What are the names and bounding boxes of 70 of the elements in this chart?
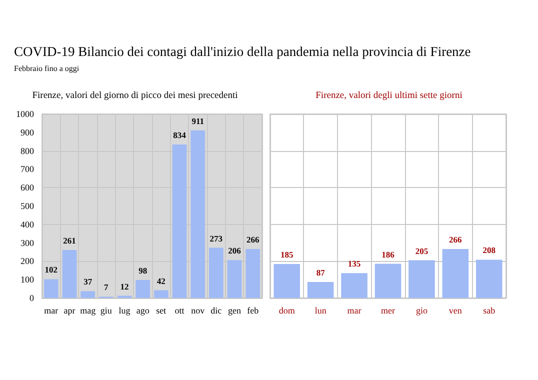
data-label: 98 (138, 265, 148, 276)
data-label: 273 (210, 233, 223, 244)
chart-title: COVID-19 Bilancio dei contagi dall'inizio della pandemia nella provincia di Firenze (14, 44, 471, 60)
x-tick-label: mar (44, 306, 58, 316)
x-tick-label: ott (174, 306, 185, 316)
x-tick-label: feb (247, 306, 260, 316)
bar (408, 260, 435, 298)
x-tick-label: set (156, 306, 167, 316)
bar (246, 249, 260, 298)
data-label: 37 (84, 276, 93, 287)
bar (227, 260, 242, 298)
y-tick-label: 400 (20, 219, 34, 230)
x-tick-label: ago (136, 306, 150, 316)
bar (374, 264, 402, 298)
data-label: 12 (120, 281, 129, 292)
x-tick-label: gen (228, 306, 242, 316)
data-label: 911 (192, 116, 204, 126)
x-tick-label: apr (64, 306, 76, 316)
bar (136, 280, 150, 298)
y-tick-label: 200 (20, 256, 34, 266)
x-tick-label: nov (191, 306, 206, 316)
x-tick-label: lun (314, 306, 327, 316)
y-tick-label: 900 (20, 127, 34, 138)
bar (274, 264, 300, 298)
x-tick-label: sab (483, 306, 496, 316)
data-label: 205 (415, 246, 428, 256)
x-tick-label: dom (278, 306, 295, 316)
x-tick-label: mar (347, 306, 362, 316)
y-tick-label: 600 (20, 182, 34, 193)
bar (80, 291, 95, 298)
x-tick-label: dic (210, 306, 222, 316)
y-tick-label: 700 (20, 164, 34, 174)
data-label: 834 (173, 130, 187, 140)
bar (190, 130, 205, 298)
y-tick-label: 500 (20, 201, 34, 211)
x-tick-label: lug (118, 306, 131, 316)
bar (341, 273, 368, 298)
data-label: 186 (382, 249, 394, 260)
y-tick-label: 0 (30, 293, 34, 303)
chart-title: Firenze, valori degli ultimi sette giorni (314, 91, 464, 101)
bar (476, 260, 502, 298)
data-label: 266 (246, 234, 260, 245)
chart-subtitle: Febbraio fino a oggi (14, 64, 80, 73)
bar (209, 248, 224, 298)
data-label: 42 (156, 276, 166, 286)
bar (442, 249, 469, 298)
data-label: 266 (449, 234, 462, 245)
x-tick-label: mer (381, 306, 395, 316)
bar (154, 290, 168, 298)
data-label: 206 (228, 246, 241, 256)
data-label: 208 (482, 245, 496, 256)
y-tick-label: 1000 (16, 109, 34, 119)
bar (62, 250, 77, 298)
data-label: 87 (316, 267, 326, 278)
data-label: 102 (44, 264, 58, 275)
data-label: 261 (63, 235, 76, 246)
x-tick-label: gio (416, 306, 428, 316)
x-tick-label: giu (100, 306, 112, 316)
data-label: 7 (104, 282, 110, 292)
data-label: 185 (280, 249, 294, 260)
y-tick-label: 100 (20, 274, 34, 285)
bar (172, 144, 187, 298)
x-tick-label: mag (80, 306, 96, 316)
text: Firenze, valori del giorno di picco dei mesi precedenti (31, 91, 239, 101)
data-label: 135 (348, 258, 361, 269)
y-tick-label: 300 (20, 238, 34, 248)
x-tick-label: ven (448, 306, 462, 316)
bar (307, 282, 334, 298)
y-tick-label: 800 (20, 146, 34, 156)
bar (44, 279, 58, 298)
